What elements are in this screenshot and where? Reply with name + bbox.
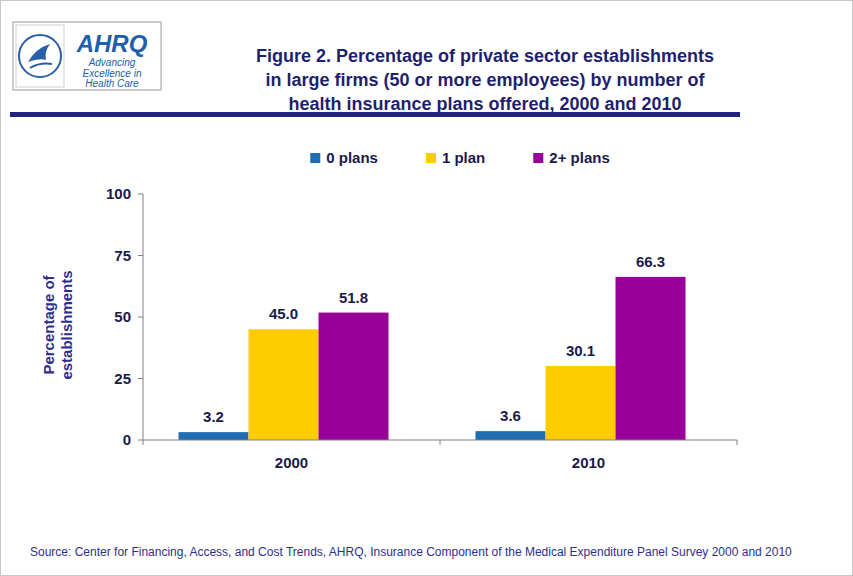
bar [179, 432, 249, 440]
y-tick-label: 75 [114, 247, 131, 264]
y-tick [138, 378, 143, 379]
y-tick-label: 25 [114, 370, 131, 387]
data-label: 30.1 [566, 342, 595, 359]
data-label: 3.2 [203, 408, 224, 425]
chart: AHRQAdvancingExcellence inHealth Care Fig… [0, 0, 853, 576]
legend-label: 1 plan [442, 149, 485, 166]
logo-box [13, 22, 161, 90]
y-tick-label: 0 [123, 431, 131, 448]
x-tick [440, 440, 441, 445]
bar [546, 366, 616, 440]
title: Figure 2. Percentage of private sector e… [256, 46, 714, 66]
logo-seal-emblem [30, 64, 52, 69]
x-tick [143, 440, 144, 445]
logo: AHRQAdvancingExcellence inHealth Care [13, 22, 161, 90]
legend-swatch [426, 153, 436, 163]
y-label-group: Percentage ofestablishments [40, 270, 75, 379]
bar [319, 313, 389, 440]
y-label: establishments [58, 270, 75, 379]
data-label: 3.6 [500, 407, 521, 424]
logo-tagline: Excellence in [83, 68, 142, 79]
logo-tagline: Health Care [85, 78, 139, 89]
x-tick [737, 440, 738, 445]
y-axis [143, 194, 144, 440]
y-tick-label: 50 [114, 308, 131, 325]
title: health insurance plans offered, 2000 and… [288, 94, 681, 114]
legend-label: 0 plans [326, 149, 378, 166]
logo-seal [19, 35, 61, 77]
legend-swatch [310, 153, 320, 163]
y-tick [138, 255, 143, 256]
bar [249, 329, 319, 440]
source: Source: Center for Financing, Access, an… [30, 545, 792, 559]
y-label: Percentage of [40, 274, 57, 374]
background [1, 1, 853, 576]
x-tick-label: 2010 [572, 454, 605, 471]
header-rule [10, 112, 740, 117]
logo-seal-emblem [28, 44, 50, 62]
data-label: 66.3 [636, 253, 665, 270]
logo-name: AHRQ [76, 30, 148, 57]
bar [616, 277, 686, 440]
y-tick [138, 317, 143, 318]
logo-seal-box [16, 25, 64, 87]
data-label: 51.8 [339, 289, 368, 306]
bar [476, 431, 546, 440]
data-label: 45.0 [269, 305, 298, 322]
y-tick-label: 100 [106, 185, 131, 202]
y-tick [138, 440, 143, 441]
title: in large firms (50 or more employees) by… [265, 70, 705, 90]
bars [179, 277, 686, 440]
y-tick [138, 194, 143, 195]
logo-tagline: Advancing [88, 57, 136, 68]
legend-label: 2+ plans [549, 149, 609, 166]
legend-swatch [533, 153, 543, 163]
x-tick-label: 2000 [275, 454, 308, 471]
